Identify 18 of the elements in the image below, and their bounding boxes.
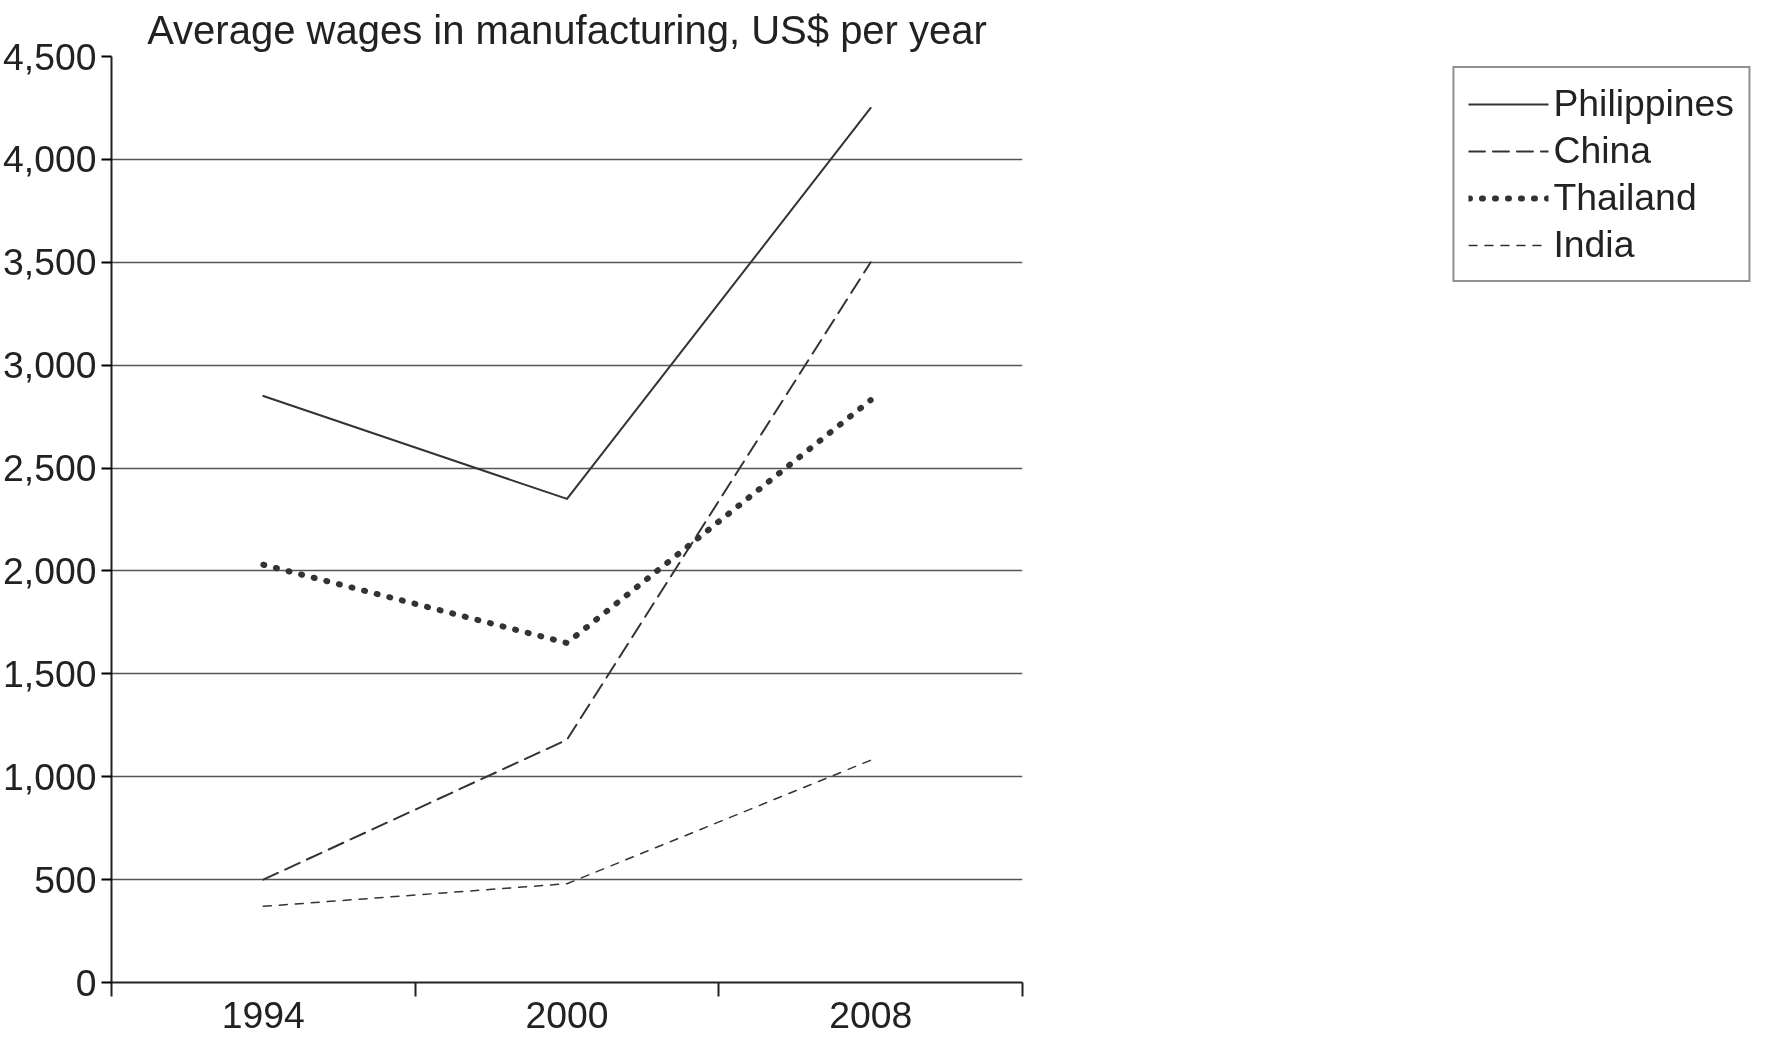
chart-title: Average wages in manufacturing, US$ per year bbox=[147, 7, 987, 52]
y-tick-label: 0 bbox=[75, 961, 97, 1004]
legend-label: Philippines bbox=[1553, 82, 1734, 125]
legend-label: Thailand bbox=[1553, 176, 1697, 219]
y-tick-label: 1,000 bbox=[3, 755, 97, 798]
y-tick-label: 4,000 bbox=[3, 138, 97, 181]
x-tick-label: 2000 bbox=[525, 993, 609, 1036]
y-tick-label: 1,500 bbox=[3, 652, 97, 695]
x-tick-label: 1994 bbox=[221, 993, 305, 1036]
y-tick-label: 2,500 bbox=[3, 447, 97, 490]
x-tick-label: 2008 bbox=[829, 993, 913, 1036]
legend-label: China bbox=[1553, 129, 1651, 172]
y-tick-label: 3,500 bbox=[3, 241, 97, 284]
y-tick-label: 3,000 bbox=[3, 344, 97, 387]
y-tick-label: 2,000 bbox=[3, 549, 97, 592]
legend-label: India bbox=[1553, 223, 1635, 266]
y-tick-label: 4,500 bbox=[3, 35, 97, 78]
y-tick-label: 500 bbox=[34, 858, 97, 901]
